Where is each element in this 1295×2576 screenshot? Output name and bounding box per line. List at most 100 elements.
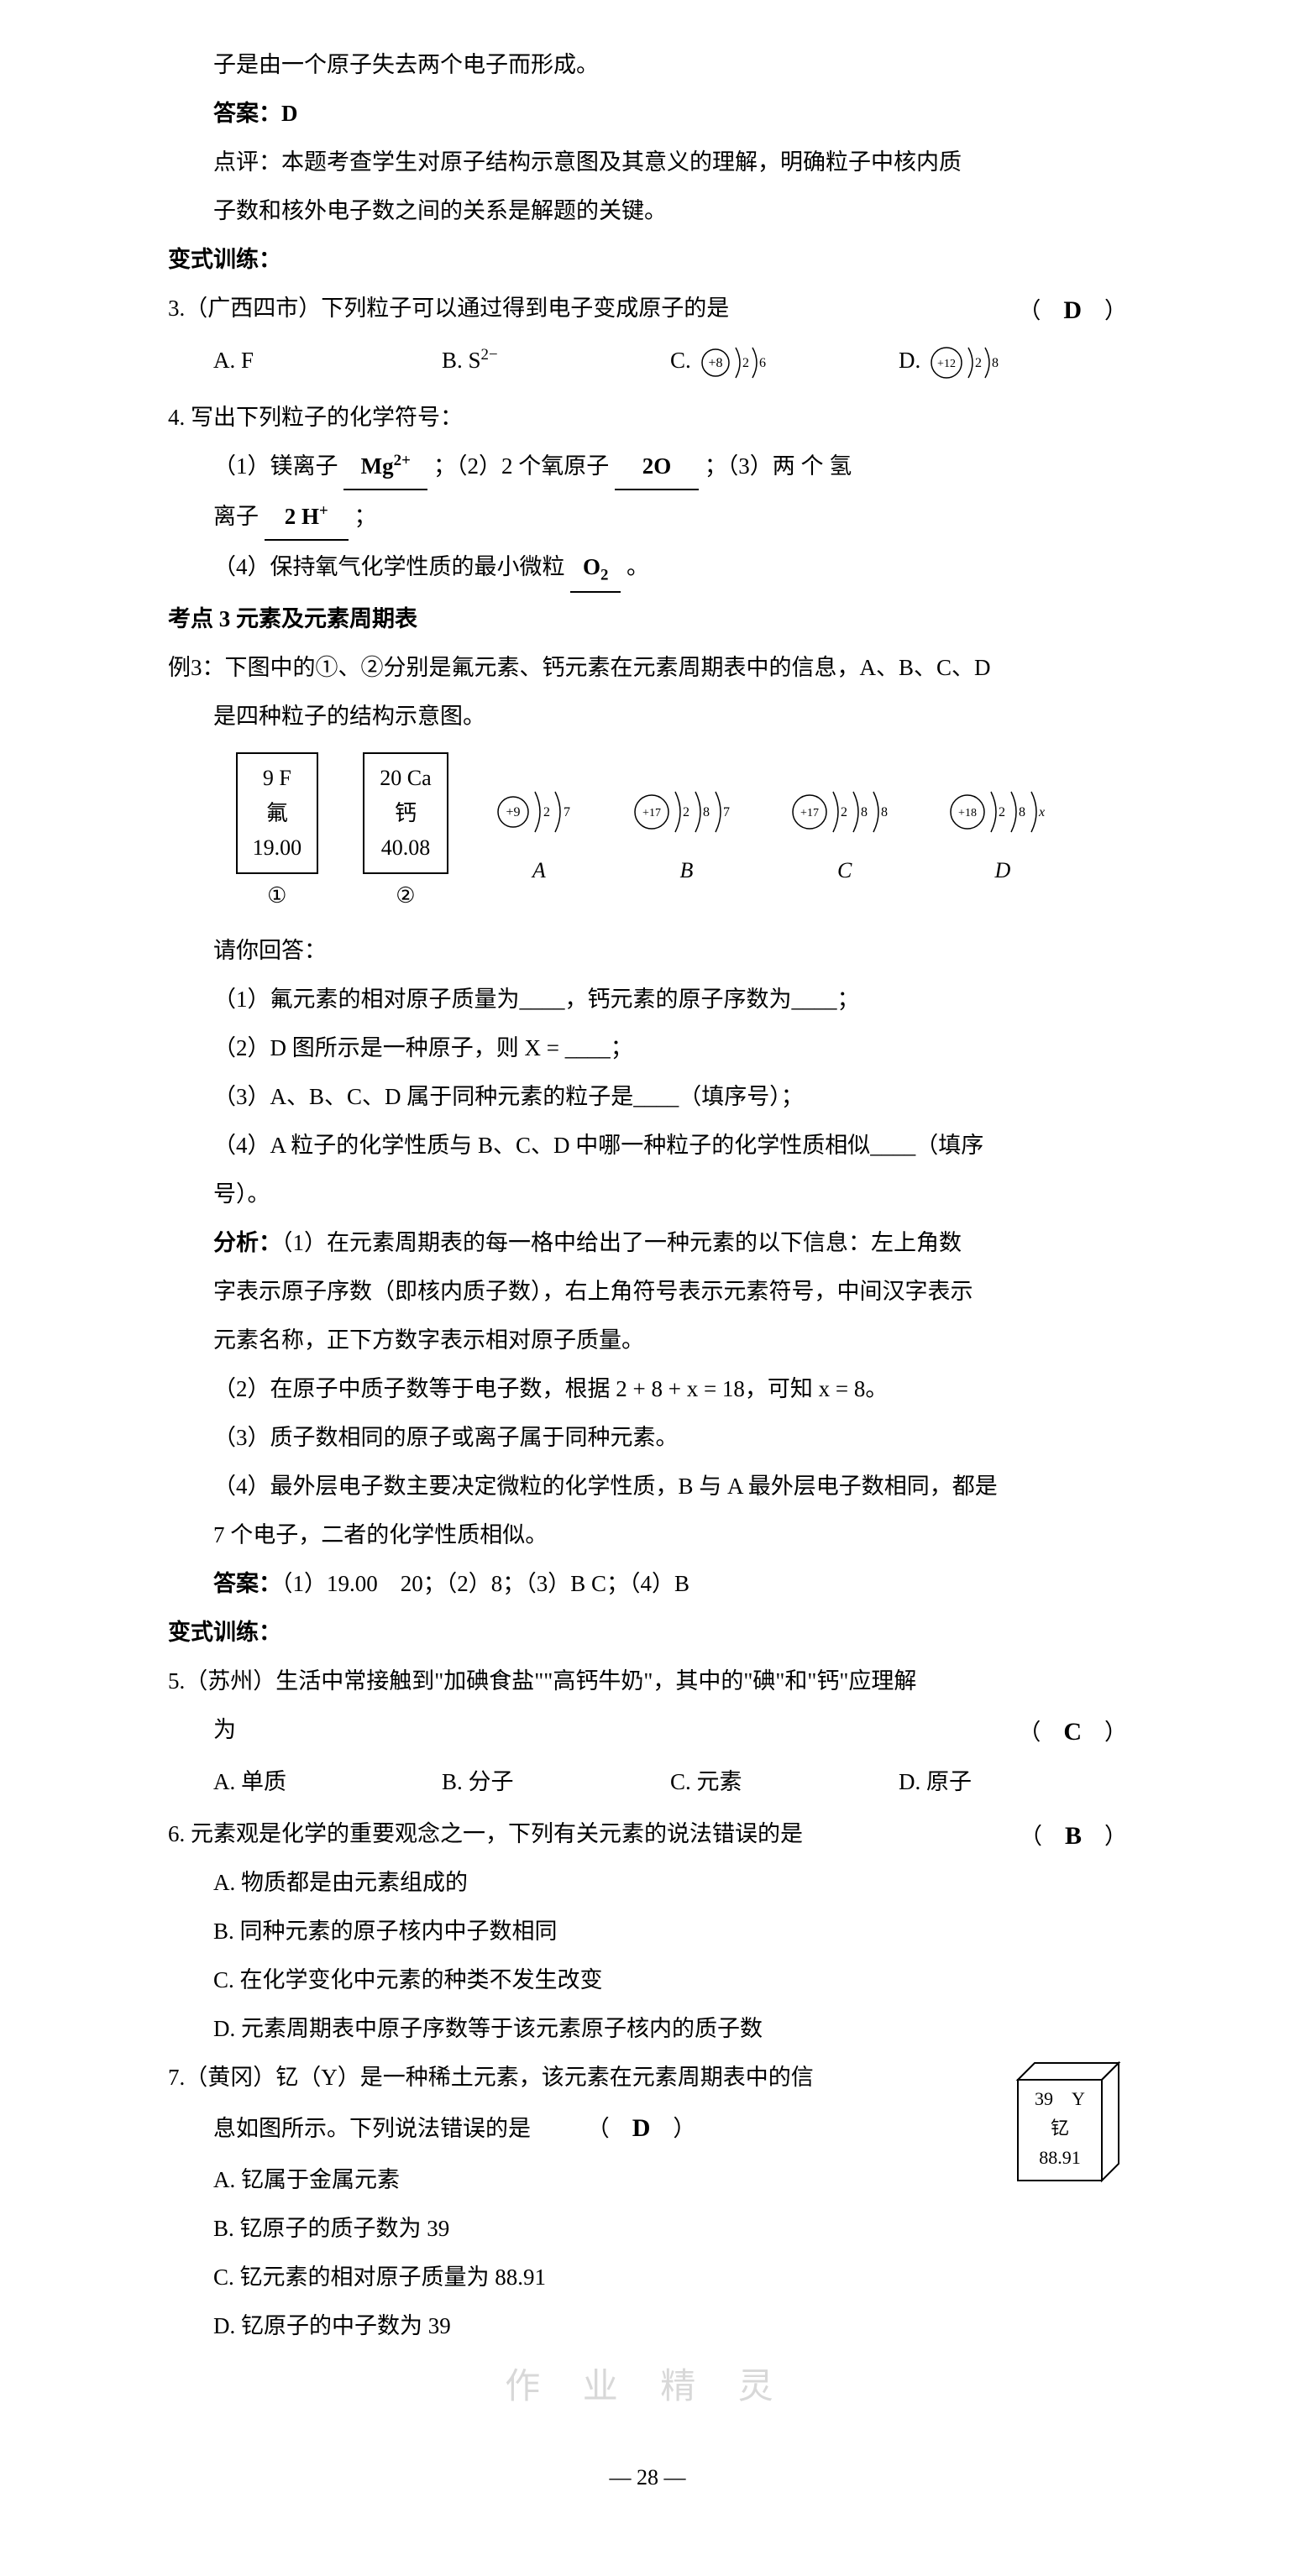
analysis: 7 个电子，二者的化学性质相似。 — [168, 1512, 1127, 1558]
body-text: 子是由一个原子失去两个电子而形成。 — [168, 42, 1127, 87]
shell-value: 6 — [759, 356, 766, 370]
section-heading: 变式训练： — [168, 1610, 1127, 1655]
fill-blank: Mg2+ — [343, 443, 427, 490]
question-stem: 3.（广西四市）下列粒子可以通过得到电子变成原子的是 （ D ） — [168, 285, 1127, 331]
page-number: — 28 — — [168, 2456, 1127, 2500]
text: ；（3）两 个 氢 — [705, 453, 852, 479]
atom-label: C — [788, 849, 901, 893]
question-block: 39 Y 钇 88.91 7.（黄冈）钇（Y）是一种稀土元素，该元素在元素周期表… — [168, 2055, 1127, 2352]
shell-value: 2 — [841, 805, 847, 819]
shell-value: 2 — [999, 805, 1005, 819]
element-card: 20 Ca 钙 40.08 ② — [363, 752, 448, 918]
stem-text: 为 — [213, 1717, 236, 1742]
ask-line: （4）A 粒子的化学性质与 B、C、D 中哪一种粒子的化学性质相似____（填序 — [168, 1123, 1127, 1168]
element-top: 20 Ca — [380, 761, 431, 796]
question-line: （1）镁离子 Mg2+ ；（2）2 个氧原子 2O ；（3）两 个 氢 — [168, 443, 1127, 490]
box-bottom: 88.91 — [1039, 2147, 1081, 2168]
question-stem: 5.（苏州）生活中常接触到"加碘食盐""高钙牛奶"，其中的"碘"和"钙"应理解 — [168, 1658, 1127, 1704]
option-b: B. 分子 — [442, 1759, 670, 1804]
topic-heading: 考点 3 元素及元素周期表 — [168, 596, 1127, 641]
atom-center: +9 — [506, 805, 520, 819]
answer-label: 答案：D — [168, 91, 1127, 136]
option-a: A. 钇属于金属元素 — [168, 2157, 1127, 2202]
shell-value: 2 — [975, 356, 982, 370]
shell-value: 7 — [723, 805, 730, 819]
atom-center: +8 — [708, 356, 722, 370]
question-stem: 息如图所示。下列说法错误的是 （ D ） — [168, 2103, 1127, 2154]
shell-value: 8 — [992, 356, 999, 370]
analysis: 字表示原子序数（即核内质子数），右上角符号表示元素符号，中间汉字表示 — [168, 1269, 1127, 1314]
options-row: A. F B. S2− C. +8 2 6 D. +12 2 8 — [168, 338, 1127, 388]
analysis: （3）质子数相同的原子或离子属于同种元素。 — [168, 1415, 1127, 1460]
element-label: ② — [363, 874, 448, 918]
atom-center: +12 — [937, 358, 956, 370]
question-line: （4）保持氧气化学性质的最小微粒 O2 。 — [168, 544, 1127, 593]
text: （1）镁离子 — [213, 453, 338, 479]
option-a: A. F — [213, 338, 442, 388]
question-text: 3.（广西四市）下列粒子可以通过得到电子变成原子的是 — [168, 296, 729, 321]
shell-value: 8 — [1019, 805, 1025, 819]
element-mass: 19.00 — [253, 830, 302, 866]
atom-center: +17 — [800, 807, 819, 819]
option-c: C. 钇元素的相对原子质量为 88.91 — [168, 2254, 1127, 2300]
stem-text: 息如图所示。下列说法错误的是 — [213, 2116, 531, 2141]
option-b-text: B. S — [442, 348, 481, 373]
option-b: B. 同种元素的原子核内中子数相同 — [168, 1908, 1127, 1954]
ask-line: 号）。 — [168, 1171, 1127, 1217]
option-c: C. 在化学变化中元素的种类不发生改变 — [168, 1957, 1127, 2003]
atom-center: +18 — [958, 807, 977, 819]
option-d-label: D. — [899, 348, 920, 373]
atom-label: D — [946, 849, 1059, 893]
fill-blank: 2 H+ — [265, 494, 349, 541]
element-3d-box-icon: 39 Y 钇 88.91 — [1001, 2055, 1127, 2189]
atom-diagram-icon: +8 2 6 — [697, 338, 773, 388]
atom-diagram-icon: +12 2 8 — [926, 338, 1006, 388]
option-c: C. +8 2 6 — [670, 338, 899, 388]
question-line: 离子 2 H+ ； — [168, 494, 1127, 541]
answer-value: D — [632, 2114, 651, 2142]
question-stem: 为 （ C ） — [168, 1707, 1127, 1752]
answer-sup: 2+ — [394, 452, 411, 469]
section-heading: 变式训练： — [168, 237, 1127, 282]
watermark: 作 业 精 灵 — [168, 2352, 1127, 2422]
answer-value: C — [1063, 1718, 1082, 1746]
atom-svg-d: +18 2 8 x — [946, 778, 1059, 846]
shell-value: 8 — [861, 805, 868, 819]
shell-value: 7 — [564, 805, 570, 819]
atom-diagram: +18 2 8 x D — [946, 778, 1059, 893]
atom-center: +17 — [642, 807, 661, 819]
atom-label: B — [630, 849, 743, 893]
ask-heading: 请你回答： — [168, 928, 1127, 973]
stem-text: 6. 元素观是化学的重要观念之一，下列有关元素的说法错误的是 — [168, 1821, 803, 1846]
atom-diagram: +9 2 7 A — [493, 778, 585, 893]
shell-value: 2 — [742, 356, 749, 370]
example-stem: 是四种粒子的结构示意图。 — [168, 694, 1127, 739]
answer-paren: （ B ） — [1020, 1811, 1127, 1861]
atom-svg-c: +17 2 8 8 — [788, 778, 901, 846]
question-stem: 6. 元素观是化学的重要观念之一，下列有关元素的说法错误的是 （ B ） — [168, 1811, 1127, 1856]
commentary: 点评：本题考查学生对原子结构示意图及其意义的理解，明确粒子中核内质 — [168, 139, 1127, 185]
atom-diagram: +17 2 8 7 B — [630, 778, 743, 893]
shell-value: 8 — [881, 805, 888, 819]
element-card: 9 F 氟 19.00 ① — [236, 752, 319, 918]
text: ；（2）2 个氧原子 — [433, 453, 609, 479]
option-d: D. 元素周期表中原子序数等于该元素原子核内的质子数 — [168, 2006, 1127, 2051]
answer-text: （1）19.00 20；（2）8；（3）B C；（4）B — [281, 1571, 689, 1596]
option-a: A. 物质都是由元素组成的 — [168, 1860, 1127, 1905]
analysis: 元素名称，正下方数字表示相对原子质量。 — [168, 1317, 1127, 1363]
shell-value: x — [1038, 805, 1045, 819]
fill-blank: O2 — [570, 544, 621, 593]
box-top: 39 Y — [1035, 2088, 1085, 2109]
option-c-label: C. — [670, 348, 691, 373]
answer-value: 2 H — [285, 504, 319, 529]
answer-label: 答案： — [213, 1571, 281, 1596]
shell-value: 2 — [543, 805, 550, 819]
fill-blank: 2O — [615, 443, 699, 490]
answer-paren: （ D ） — [1018, 285, 1127, 336]
option-c: C. 元素 — [670, 1759, 899, 1804]
example-stem: 例3：下图中的①、②分别是氟元素、钙元素在元素周期表中的信息，A、B、C、D — [168, 645, 1127, 690]
answer-value: Mg — [361, 453, 394, 479]
answer-sup: + — [319, 502, 328, 520]
option-d: D. 钇原子的中子数为 39 — [168, 2303, 1127, 2348]
element-label: ① — [236, 874, 319, 918]
